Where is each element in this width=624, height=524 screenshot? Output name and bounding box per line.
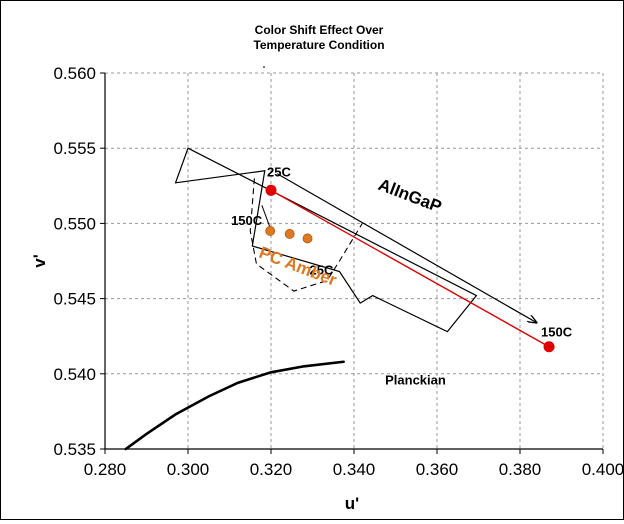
y-tick-label: 0.550: [53, 214, 96, 233]
x-axis-title: u': [345, 494, 359, 513]
y-tick-label: 0.555: [53, 139, 96, 158]
alingap-shift-arrow: [276, 173, 536, 323]
alingap-series-line: [270, 189, 550, 348]
pc-amber-leader-line: [261, 205, 271, 229]
alingap-point-label: 25C: [267, 164, 291, 179]
pc-amber-data-point: [265, 226, 276, 236]
alingap-point-label: 150C: [541, 325, 573, 340]
x-tick-label: 0.380: [499, 460, 542, 479]
chart-title-line: Color Shift Effect Over: [255, 23, 384, 37]
x-tick-label: 0.320: [250, 460, 293, 479]
planckian-locus-line: [124, 360, 345, 451]
planckian-label: Planckian: [385, 372, 446, 387]
x-tick-label: 0.340: [333, 460, 376, 479]
y-tick-label: 0.560: [53, 64, 96, 83]
alingap-region-outline: [174, 147, 478, 333]
chart-title-line: Temperature Condition: [253, 38, 384, 52]
y-tick-label: 0.535: [53, 440, 96, 459]
pc-amber-point-label: 150C: [231, 213, 263, 228]
pc-amber-data-point: [284, 229, 295, 239]
pc-amber-point-label: 25C: [310, 262, 334, 277]
y-tick-label: 0.540: [53, 365, 96, 384]
pc-amber-data-point: [302, 233, 313, 244]
pc-amber-dashed-zone: [249, 178, 363, 292]
x-tick-label: 0.280: [84, 460, 127, 479]
alingap-data-point: [543, 341, 555, 353]
y-axis-title: v': [30, 254, 49, 268]
x-tick-label: 0.360: [416, 460, 459, 479]
x-tick-label: 0.400: [582, 460, 623, 479]
x-tick-label: 0.300: [167, 460, 210, 479]
alingap-data-point: [265, 184, 277, 196]
y-tick-label: 0.545: [53, 290, 96, 309]
